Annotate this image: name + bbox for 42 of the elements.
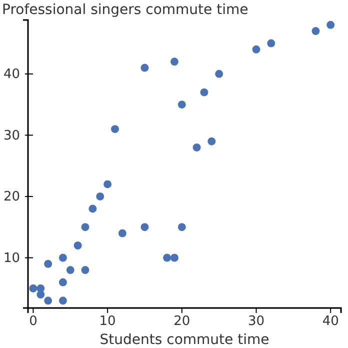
point — [36, 290, 45, 298]
point — [163, 254, 172, 262]
point — [252, 45, 260, 54]
point — [81, 266, 90, 274]
point — [66, 266, 74, 274]
point — [88, 204, 97, 213]
point — [208, 137, 216, 146]
point — [192, 143, 201, 152]
x-tick-label: 20 — [174, 314, 190, 330]
point — [267, 39, 276, 48]
x-tick-label: 40 — [322, 314, 339, 330]
x-axis-title: Students commute time — [100, 332, 270, 348]
x-tick-label: 0 — [29, 314, 38, 330]
point — [96, 192, 104, 200]
point — [104, 180, 112, 188]
point — [81, 223, 90, 232]
point — [74, 242, 82, 250]
point — [110, 125, 119, 134]
point — [140, 64, 149, 72]
y-tick-label: 10 — [3, 250, 20, 266]
point — [326, 20, 335, 29]
point — [58, 296, 67, 305]
point — [118, 229, 126, 238]
point — [44, 296, 52, 305]
y-tick-label: 20 — [3, 190, 20, 205]
point — [200, 88, 208, 96]
point — [140, 223, 149, 232]
point — [178, 223, 186, 232]
y-axis-title: Professional singers commute time — [2, 2, 248, 18]
point — [58, 278, 67, 286]
point — [170, 58, 178, 66]
point — [58, 254, 67, 262]
x-tick-label: 10 — [99, 314, 116, 330]
y-tick-label: 40 — [3, 67, 20, 82]
point — [178, 100, 186, 109]
point — [44, 260, 52, 268]
point — [170, 254, 178, 262]
point — [312, 27, 320, 36]
point — [29, 284, 38, 292]
x-tick-label: 30 — [248, 314, 265, 330]
point — [215, 70, 224, 78]
y-tick-label: 30 — [3, 128, 20, 144]
